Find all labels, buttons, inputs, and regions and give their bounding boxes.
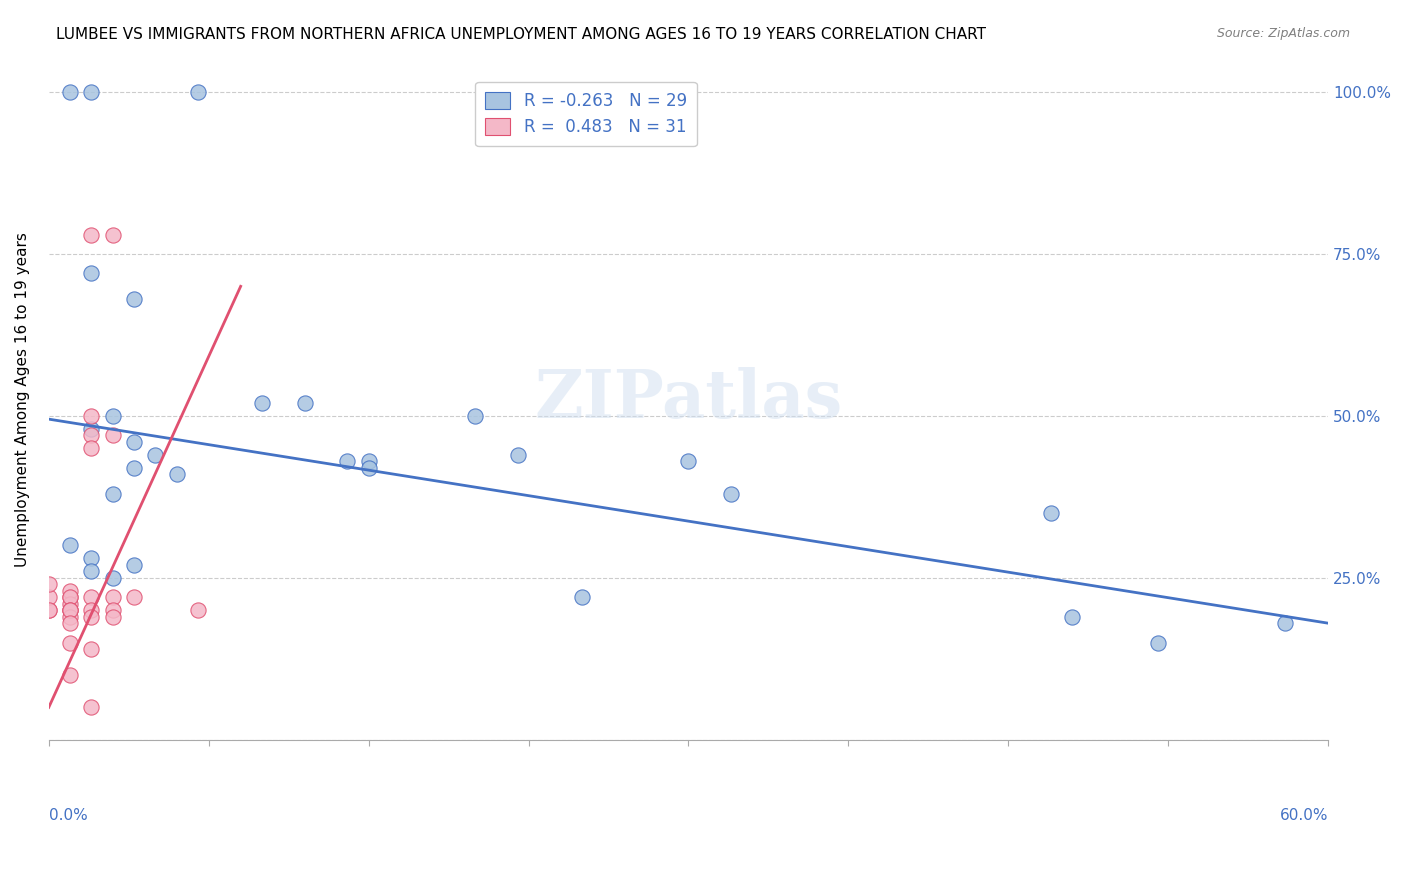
Point — [80, 227, 103, 242]
Point — [80, 609, 103, 624]
Point — [101, 428, 124, 442]
Point — [336, 454, 359, 468]
Point — [80, 603, 103, 617]
Point — [101, 571, 124, 585]
Point — [59, 591, 82, 605]
Y-axis label: Unemployment Among Ages 16 to 19 years: Unemployment Among Ages 16 to 19 years — [15, 232, 30, 567]
Point — [59, 597, 82, 611]
Point — [38, 577, 60, 591]
Point — [80, 565, 103, 579]
Point — [80, 591, 103, 605]
Point — [80, 428, 103, 442]
Text: LUMBEE VS IMMIGRANTS FROM NORTHERN AFRICA UNEMPLOYMENT AMONG AGES 16 TO 19 YEARS: LUMBEE VS IMMIGRANTS FROM NORTHERN AFRIC… — [56, 27, 986, 42]
Point — [59, 603, 82, 617]
Point — [59, 85, 82, 99]
Point — [80, 442, 103, 456]
Point — [187, 603, 209, 617]
Point — [59, 616, 82, 631]
Point — [59, 668, 82, 682]
Point — [80, 266, 103, 280]
Text: Source: ZipAtlas.com: Source: ZipAtlas.com — [1216, 27, 1350, 40]
Point — [80, 642, 103, 657]
Point — [1062, 609, 1084, 624]
Point — [59, 603, 82, 617]
Point — [294, 396, 316, 410]
Point — [122, 293, 145, 307]
Point — [80, 85, 103, 99]
Point — [59, 538, 82, 552]
Point — [166, 467, 188, 482]
Point — [122, 591, 145, 605]
Point — [59, 635, 82, 649]
Point — [571, 591, 593, 605]
Point — [59, 591, 82, 605]
Text: 60.0%: 60.0% — [1279, 808, 1329, 822]
Point — [1274, 616, 1296, 631]
Point — [122, 558, 145, 572]
Point — [1146, 635, 1168, 649]
Point — [59, 603, 82, 617]
Point — [464, 409, 486, 423]
Point — [80, 422, 103, 436]
Point — [101, 409, 124, 423]
Point — [59, 583, 82, 598]
Point — [122, 460, 145, 475]
Point — [678, 454, 700, 468]
Point — [38, 603, 60, 617]
Point — [101, 591, 124, 605]
Point — [38, 591, 60, 605]
Point — [187, 85, 209, 99]
Point — [80, 409, 103, 423]
Point — [122, 434, 145, 449]
Text: 0.0%: 0.0% — [49, 808, 87, 822]
Point — [506, 448, 529, 462]
Text: ZIPatlas: ZIPatlas — [534, 368, 842, 433]
Point — [357, 460, 380, 475]
Point — [80, 700, 103, 714]
Point — [1039, 506, 1062, 520]
Point — [101, 603, 124, 617]
Point — [101, 486, 124, 500]
Legend: R = -0.263   N = 29, R =  0.483   N = 31: R = -0.263 N = 29, R = 0.483 N = 31 — [475, 81, 697, 146]
Point — [38, 603, 60, 617]
Point — [101, 609, 124, 624]
Point — [145, 448, 167, 462]
Point — [250, 396, 273, 410]
Point — [357, 454, 380, 468]
Point — [720, 486, 742, 500]
Point — [80, 551, 103, 566]
Point — [59, 609, 82, 624]
Point — [101, 227, 124, 242]
